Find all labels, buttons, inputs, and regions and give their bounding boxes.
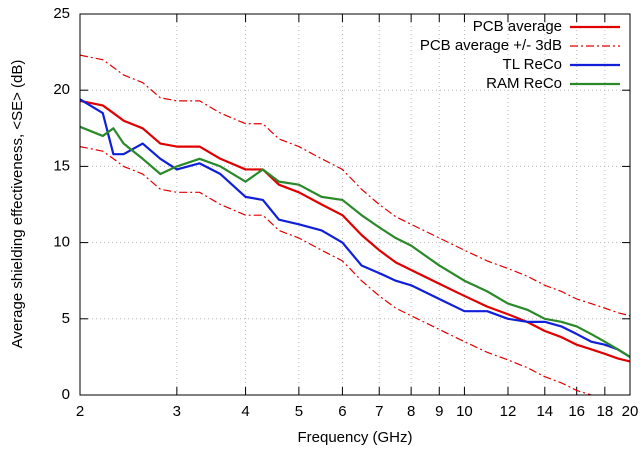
plot-frame [79,13,631,396]
series-line [80,98,630,358]
x-tick-label: 9 [435,403,443,420]
y-tick-label: 25 [53,5,70,22]
x-tick-label: 16 [568,403,585,420]
x-tick-label: 5 [295,403,303,420]
x-tick-label: 4 [241,403,249,420]
y-axis-label: Average shielding effectiveness, <SE> (d… [9,60,26,349]
series-line [80,125,630,358]
x-tick-label: 14 [536,403,553,420]
x-tick-label: 3 [173,403,181,420]
legend-label: PCB average [473,18,562,35]
y-tick-label: 20 [53,81,70,98]
x-tick-label: 20 [622,403,639,420]
series-line [80,99,630,363]
plot-area [80,54,630,395]
x-tick-label: 8 [407,403,415,420]
y-tick-label: 15 [53,157,70,174]
y-tick-label: 10 [53,234,70,251]
y-tick-label: 0 [62,386,70,403]
legend-label: PCB average +/- 3dB [420,37,562,54]
series-line [80,146,594,395]
legend-label: TL ReCo [503,56,562,73]
x-tick-label: 7 [375,403,383,420]
x-axis-label: Frequency (GHz) [297,429,412,446]
y-tick-label: 5 [62,310,70,327]
x-tick-label: 10 [456,403,473,420]
x-tick-label: 6 [338,403,346,420]
x-tick-label: 2 [76,403,84,420]
series-line [80,54,630,317]
legend-label: RAM ReCo [486,75,562,92]
x-tick-label: 12 [500,403,517,420]
x-tick-label: 18 [596,403,613,420]
